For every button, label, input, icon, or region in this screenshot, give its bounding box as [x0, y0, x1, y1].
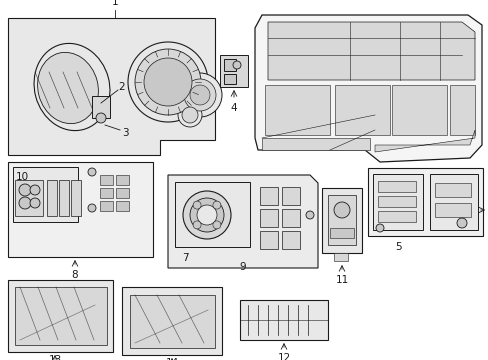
Bar [391, 85, 446, 135]
Bar [260, 209, 278, 227]
Circle shape [190, 198, 224, 232]
Bar [47, 180, 57, 216]
Circle shape [232, 61, 241, 69]
Polygon shape [254, 15, 481, 162]
Circle shape [212, 221, 221, 229]
Circle shape [190, 85, 209, 105]
Bar [377, 211, 415, 222]
Ellipse shape [34, 44, 110, 131]
Ellipse shape [38, 52, 98, 123]
Text: 10: 10 [16, 172, 28, 182]
Bar [92, 96, 110, 118]
Circle shape [212, 201, 221, 209]
Text: 9: 9 [239, 262, 246, 272]
Bar [333, 253, 347, 261]
Circle shape [183, 191, 230, 239]
Text: 11: 11 [335, 275, 348, 285]
Text: 3: 3 [122, 128, 128, 138]
Bar [372, 174, 422, 230]
Circle shape [193, 201, 201, 209]
Bar [367, 168, 482, 236]
Bar [8, 280, 113, 352]
Text: 2: 2 [119, 82, 125, 92]
Polygon shape [374, 130, 474, 152]
Bar [59, 180, 69, 216]
Bar [13, 167, 78, 222]
Circle shape [135, 49, 201, 115]
Bar [321, 188, 361, 253]
Bar [71, 180, 81, 216]
Bar [329, 228, 353, 238]
Circle shape [182, 107, 198, 123]
Bar [264, 85, 329, 135]
Bar [220, 55, 247, 87]
Polygon shape [8, 18, 215, 155]
Text: 7: 7 [182, 253, 188, 263]
Circle shape [88, 204, 96, 212]
Circle shape [88, 168, 96, 176]
Circle shape [19, 184, 31, 196]
Circle shape [305, 211, 313, 219]
Circle shape [375, 224, 383, 232]
Bar [334, 85, 389, 135]
Circle shape [30, 185, 40, 195]
Bar [8, 162, 153, 257]
Bar [377, 196, 415, 207]
Bar [449, 85, 474, 135]
Text: 5: 5 [394, 242, 401, 252]
Circle shape [333, 202, 349, 218]
Bar [116, 188, 129, 198]
Circle shape [197, 205, 217, 225]
Text: 14: 14 [165, 358, 178, 360]
Bar [429, 174, 477, 230]
Circle shape [193, 221, 201, 229]
Bar [224, 74, 236, 84]
Circle shape [183, 79, 216, 111]
Text: 8: 8 [72, 270, 78, 280]
Bar [327, 195, 355, 245]
Bar [282, 209, 299, 227]
Bar [224, 59, 236, 71]
Circle shape [178, 73, 222, 117]
Text: 4: 4 [230, 103, 237, 113]
Text: 12: 12 [277, 353, 290, 360]
Bar [434, 183, 470, 197]
Bar [100, 175, 113, 185]
Circle shape [128, 42, 207, 122]
Circle shape [456, 218, 466, 228]
Bar [377, 181, 415, 192]
Bar [100, 201, 113, 211]
Bar [175, 182, 249, 247]
Polygon shape [267, 22, 474, 80]
Circle shape [19, 197, 31, 209]
Text: 1: 1 [111, 0, 118, 7]
Circle shape [30, 198, 40, 208]
Bar [260, 231, 278, 249]
Bar [282, 231, 299, 249]
Text: 13: 13 [48, 355, 61, 360]
Bar [240, 300, 327, 340]
Circle shape [143, 58, 192, 106]
Bar [100, 188, 113, 198]
Text: 6: 6 [486, 202, 488, 212]
Bar [434, 203, 470, 217]
Bar [15, 180, 43, 216]
Bar [260, 187, 278, 205]
Bar [116, 201, 129, 211]
Bar [130, 295, 215, 348]
Bar [282, 187, 299, 205]
Bar [116, 175, 129, 185]
Polygon shape [168, 175, 317, 268]
Polygon shape [262, 138, 369, 150]
Circle shape [178, 103, 202, 127]
Bar [122, 287, 222, 355]
Bar [15, 287, 107, 345]
Circle shape [96, 113, 106, 123]
